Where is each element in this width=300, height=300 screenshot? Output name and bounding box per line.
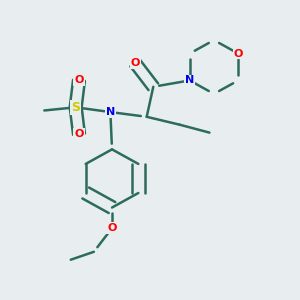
Text: O: O: [234, 49, 243, 58]
Text: N: N: [185, 75, 194, 85]
Text: O: O: [74, 75, 84, 85]
Text: N: N: [106, 107, 115, 117]
Text: O: O: [130, 58, 140, 68]
Text: O: O: [107, 223, 117, 233]
Text: S: S: [71, 101, 80, 114]
Text: O: O: [74, 129, 84, 139]
